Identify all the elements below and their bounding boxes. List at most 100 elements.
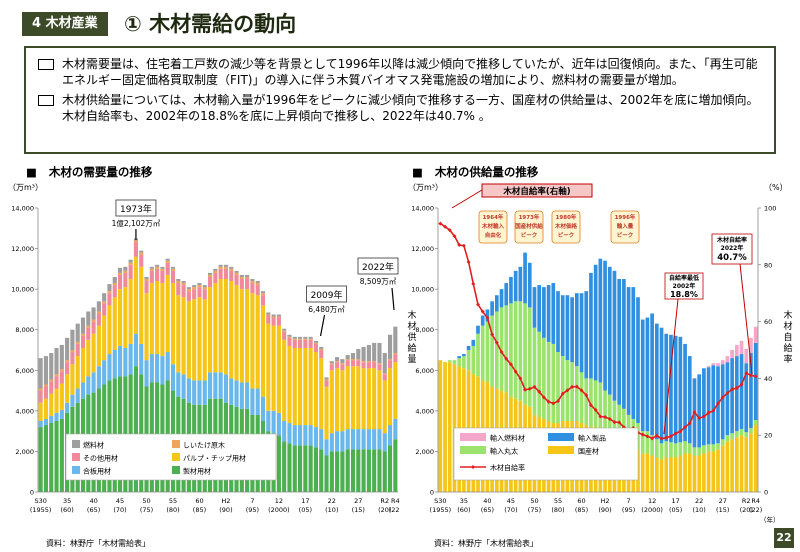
bar-segment — [144, 279, 149, 282]
y-tick-label: 4,000 — [415, 407, 434, 415]
bar-segment — [720, 364, 725, 440]
bar-segment — [91, 307, 96, 320]
bar-segment — [734, 356, 739, 432]
bar-segment — [706, 366, 711, 368]
bar-segment — [313, 343, 319, 353]
bar-segment — [91, 319, 96, 322]
bar-segment — [329, 364, 334, 371]
bar-segment — [683, 343, 687, 442]
bar-segment — [303, 425, 308, 446]
bar-segment — [393, 326, 398, 354]
bar-segment — [192, 299, 197, 381]
bar-segment — [229, 378, 234, 405]
bar-segment — [266, 314, 271, 316]
bar-segment — [43, 356, 49, 385]
bar-segment — [393, 362, 398, 419]
bar-segment — [102, 360, 107, 385]
bar-segment — [551, 343, 556, 424]
bar-segment — [490, 315, 494, 387]
bar-segment — [149, 268, 154, 271]
y-axis-unit-label: （万m³） — [8, 183, 43, 192]
bar-segment — [197, 380, 202, 405]
self-sufficiency-point — [617, 420, 622, 425]
y-tick-label: 2,000 — [15, 448, 34, 456]
bar-segment — [329, 363, 334, 365]
bar-segment — [128, 343, 133, 375]
bar-segment — [297, 445, 303, 492]
annotation-arrow — [391, 287, 395, 311]
bar-segment — [250, 281, 255, 284]
bar-segment — [319, 358, 324, 430]
bar-segment — [753, 342, 758, 420]
bar-segment — [170, 268, 176, 271]
bar-segment — [711, 444, 716, 452]
bar-segment — [730, 433, 734, 440]
header-bar: 4 木材産業 ① 木材需給の動向 — [0, 0, 800, 40]
bar-segment — [260, 295, 266, 306]
bar-segment — [313, 340, 319, 343]
bar-segment — [149, 283, 154, 355]
legend-label: 国産材 — [578, 447, 599, 456]
bar-segment — [202, 287, 207, 290]
bar-segment — [123, 347, 128, 377]
checkbox-icon — [38, 95, 54, 106]
bar-segment — [706, 367, 711, 445]
bar-segment — [372, 361, 377, 363]
legend-swatch — [72, 440, 80, 448]
bar-segment — [255, 285, 260, 296]
bar-segment — [335, 368, 340, 432]
bar-segment — [329, 370, 334, 434]
bar-segment — [650, 455, 654, 492]
self-sufficiency-point — [461, 243, 466, 248]
legend-label: パルプ・チップ用材 — [183, 454, 246, 463]
bar-segment — [447, 360, 452, 363]
x-tick-label: 17 — [672, 497, 680, 505]
bar-segment — [636, 297, 640, 424]
bar-segment — [622, 408, 626, 442]
bar-segment — [509, 303, 513, 397]
bar-segment — [372, 449, 377, 492]
bar-segment — [43, 384, 49, 387]
self-sufficiency-point — [499, 349, 504, 354]
x-tick-sublabel: (22) — [389, 506, 400, 514]
self-sufficiency-point — [588, 403, 593, 408]
bar-segment — [570, 297, 574, 363]
bar-segment — [377, 364, 382, 371]
x-tick-label: 45 — [116, 497, 124, 505]
self-sufficiency-point — [603, 415, 608, 420]
bar-segment — [457, 356, 462, 359]
y-tick-label: 12,000 — [11, 245, 34, 253]
bar-segment — [91, 321, 96, 334]
bar-segment — [128, 259, 133, 263]
bar-segment — [128, 264, 133, 279]
bar-segment — [65, 362, 70, 375]
bar-segment — [303, 338, 308, 340]
bar-segment — [366, 344, 371, 362]
x-tick-sublabel: (2000) — [268, 506, 290, 514]
bar-segment — [186, 287, 191, 290]
bar-segment — [350, 359, 356, 361]
x-tick-label: 17 — [301, 497, 309, 505]
bar-segment — [181, 281, 186, 284]
y-tick-label: 8,000 — [415, 326, 434, 334]
bar-segment — [234, 274, 239, 286]
bar-segment — [598, 258, 603, 383]
y-tick-label: 10,000 — [411, 286, 434, 294]
bar-segment — [86, 376, 91, 395]
bar-segment — [393, 354, 398, 363]
bar-segment — [366, 449, 371, 492]
bar-segment — [308, 445, 313, 492]
bar-segment — [393, 353, 398, 355]
bar-segment — [447, 362, 452, 492]
callout-pointer — [451, 189, 483, 209]
x-tick-sublabel: (60) — [60, 506, 73, 514]
bar-segment — [452, 360, 457, 365]
bar-segment — [218, 279, 223, 373]
bar-segment — [80, 347, 86, 383]
self-sufficiency-point — [716, 401, 720, 406]
bar-segment — [276, 314, 281, 317]
bar-segment — [753, 326, 758, 343]
bar-segment — [537, 285, 542, 332]
x-tick-label: H2 — [221, 497, 230, 505]
legend-label: 木材自給率 — [490, 463, 525, 472]
